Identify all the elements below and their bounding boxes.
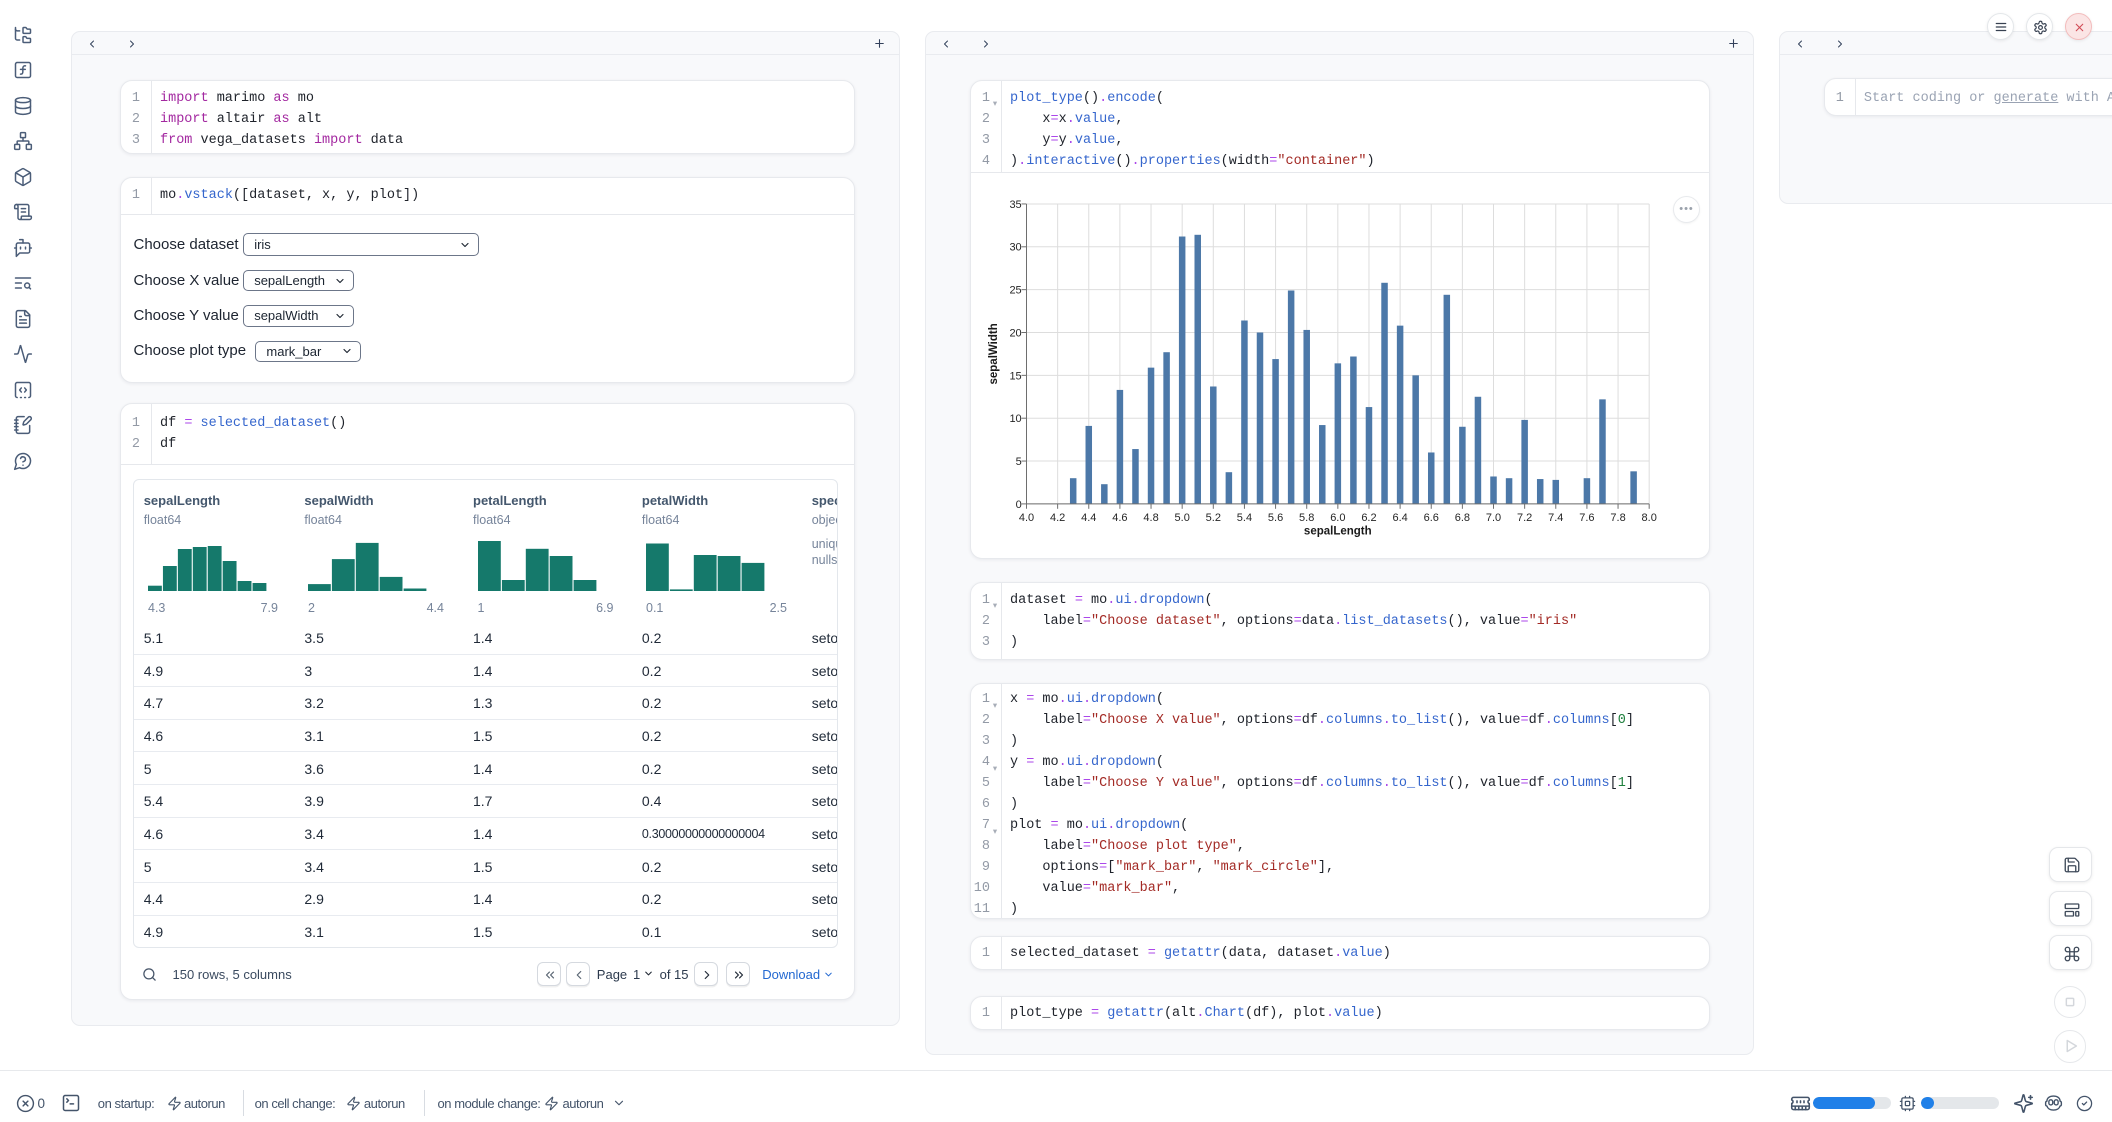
svg-text:sepalWidth: sepalWidth <box>988 323 1000 384</box>
svg-text:6.2: 6.2 <box>1361 511 1376 523</box>
svg-text:7.8: 7.8 <box>1610 511 1625 523</box>
svg-text:20: 20 <box>1009 327 1021 339</box>
svg-text:sepalLength: sepalLength <box>1304 525 1372 537</box>
svg-text:4.0: 4.0 <box>1019 511 1034 523</box>
svg-text:6.8: 6.8 <box>1455 511 1470 523</box>
svg-text:0: 0 <box>1016 498 1022 510</box>
svg-text:6.0: 6.0 <box>1330 511 1345 523</box>
svg-text:4.8: 4.8 <box>1143 511 1158 523</box>
svg-text:6.4: 6.4 <box>1392 511 1407 523</box>
svg-text:35: 35 <box>1009 198 1021 210</box>
svg-text:5.2: 5.2 <box>1206 511 1221 523</box>
svg-text:7.0: 7.0 <box>1486 511 1501 523</box>
svg-text:4.6: 4.6 <box>1112 511 1127 523</box>
svg-text:5.4: 5.4 <box>1237 511 1252 523</box>
svg-text:4.2: 4.2 <box>1050 511 1065 523</box>
svg-text:30: 30 <box>1009 241 1021 253</box>
svg-text:8.0: 8.0 <box>1642 511 1657 523</box>
svg-text:7.2: 7.2 <box>1517 511 1532 523</box>
svg-text:7.4: 7.4 <box>1548 511 1563 523</box>
svg-text:5.8: 5.8 <box>1299 511 1314 523</box>
svg-text:6.6: 6.6 <box>1424 511 1439 523</box>
svg-text:25: 25 <box>1009 284 1021 296</box>
svg-text:15: 15 <box>1009 370 1021 382</box>
svg-text:5: 5 <box>1016 455 1022 467</box>
svg-text:7.6: 7.6 <box>1579 511 1594 523</box>
svg-text:10: 10 <box>1009 413 1021 425</box>
svg-text:5.6: 5.6 <box>1268 511 1283 523</box>
svg-text:5.0: 5.0 <box>1175 511 1190 523</box>
svg-text:4.4: 4.4 <box>1081 511 1096 523</box>
